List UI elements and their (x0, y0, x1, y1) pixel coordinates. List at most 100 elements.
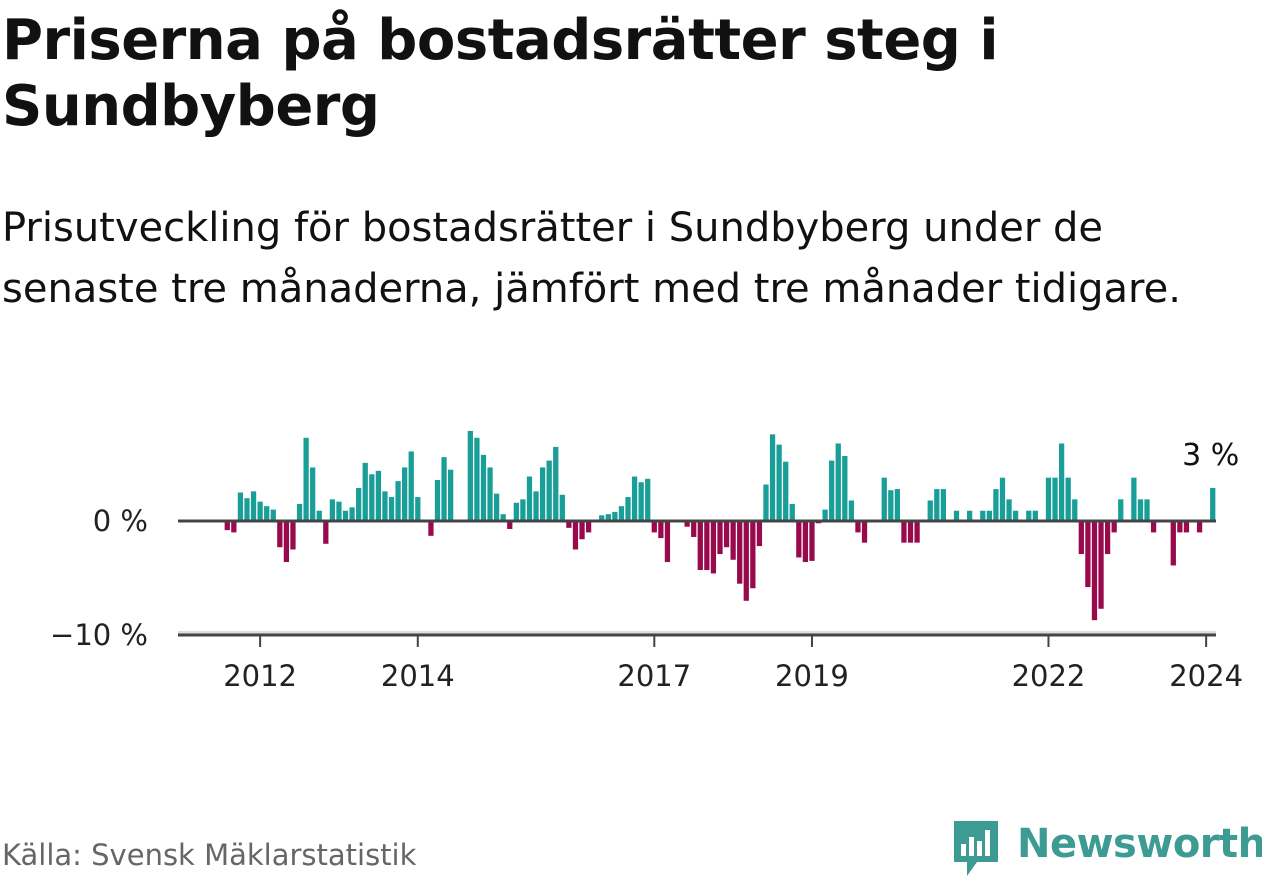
bar (1006, 499, 1012, 521)
bar (224, 521, 230, 531)
bar (605, 514, 611, 521)
newsworthy-logo: Newsworthy (951, 818, 1262, 878)
bar (500, 514, 506, 521)
x-axis-labels: 2012 2014 2017 2019 2022 2024 (223, 635, 1243, 693)
x-tick-label: 2014 (381, 659, 455, 693)
gridlines (178, 631, 1216, 635)
bar (618, 506, 625, 521)
bar (526, 476, 533, 521)
bar (835, 443, 841, 521)
bar (336, 501, 342, 521)
bar (1131, 477, 1137, 521)
bar (237, 492, 244, 521)
bar (277, 521, 283, 548)
bar (776, 444, 782, 521)
bar (329, 499, 336, 521)
bar (362, 462, 368, 521)
bar (474, 437, 480, 521)
bar (789, 503, 795, 521)
bar (769, 434, 776, 521)
bar (415, 497, 421, 521)
bar (402, 467, 408, 521)
bar (283, 521, 290, 563)
bar (323, 521, 329, 544)
bar (1196, 521, 1203, 533)
bar (763, 484, 769, 521)
bar (848, 500, 855, 521)
bar (553, 446, 559, 521)
bar (1085, 521, 1091, 588)
bar (264, 506, 270, 521)
bar (940, 489, 946, 521)
bar (1065, 477, 1071, 521)
bar (1098, 521, 1104, 609)
bar (1144, 499, 1150, 521)
bar (861, 521, 868, 543)
bar (316, 510, 322, 521)
bar (796, 521, 802, 558)
bar (441, 457, 447, 521)
bar (717, 521, 723, 555)
newsworthy-logo-text: Newsworthy (1017, 821, 1262, 867)
x-tick-label: 2022 (1012, 659, 1086, 693)
bar (901, 521, 907, 543)
last-value-label: 3 % (1182, 438, 1239, 473)
bar (980, 510, 986, 521)
x-tick-label: 2019 (775, 659, 849, 693)
bar (1058, 443, 1065, 521)
bar (1078, 521, 1084, 555)
bar (894, 489, 901, 521)
chart-subtitle: Prisutveckling för bostadsrätter i Sundb… (2, 205, 1181, 312)
bar (1045, 477, 1052, 521)
bar (395, 481, 401, 521)
bar (888, 490, 894, 521)
bar (408, 451, 414, 521)
bar (296, 503, 303, 521)
x-tick-label: 2012 (223, 659, 297, 693)
bar (1052, 477, 1058, 521)
x-tick-label: 2017 (617, 659, 691, 693)
axes (178, 519, 1216, 637)
bar (953, 510, 960, 521)
bar (1137, 499, 1144, 521)
bar (244, 498, 250, 521)
bar (1032, 510, 1038, 521)
bar (651, 521, 657, 533)
bar (809, 521, 815, 561)
bar (448, 469, 454, 521)
bar (750, 521, 756, 589)
bar (927, 500, 933, 521)
bar (658, 521, 664, 539)
bar (507, 521, 513, 529)
bar (1111, 521, 1117, 533)
bar-chart: 0 % −10 % 2012 2014 2017 2019 2022 2024 3 % (50, 430, 1243, 693)
bar (743, 521, 749, 601)
bar (967, 510, 973, 521)
bar (382, 491, 388, 521)
bar (250, 491, 257, 521)
bar (986, 510, 992, 521)
y-tick-label: 0 % (93, 504, 148, 538)
bar (684, 521, 690, 527)
bar (434, 479, 441, 521)
bar (704, 521, 710, 571)
bar (783, 461, 789, 521)
bar (934, 489, 940, 521)
bar (342, 510, 349, 521)
x-tick-label: 2024 (1169, 659, 1243, 693)
bar (1104, 521, 1111, 555)
bar (257, 501, 263, 521)
bar (303, 437, 309, 521)
bar (1072, 499, 1078, 521)
bar (638, 482, 644, 521)
bar (579, 521, 585, 540)
bar (1210, 487, 1216, 521)
bar (480, 454, 487, 521)
bar (881, 477, 887, 521)
bar (559, 494, 565, 521)
bar (375, 470, 382, 521)
bar (369, 474, 375, 521)
bar (310, 467, 316, 521)
bar (1012, 510, 1019, 521)
bar (513, 502, 519, 521)
